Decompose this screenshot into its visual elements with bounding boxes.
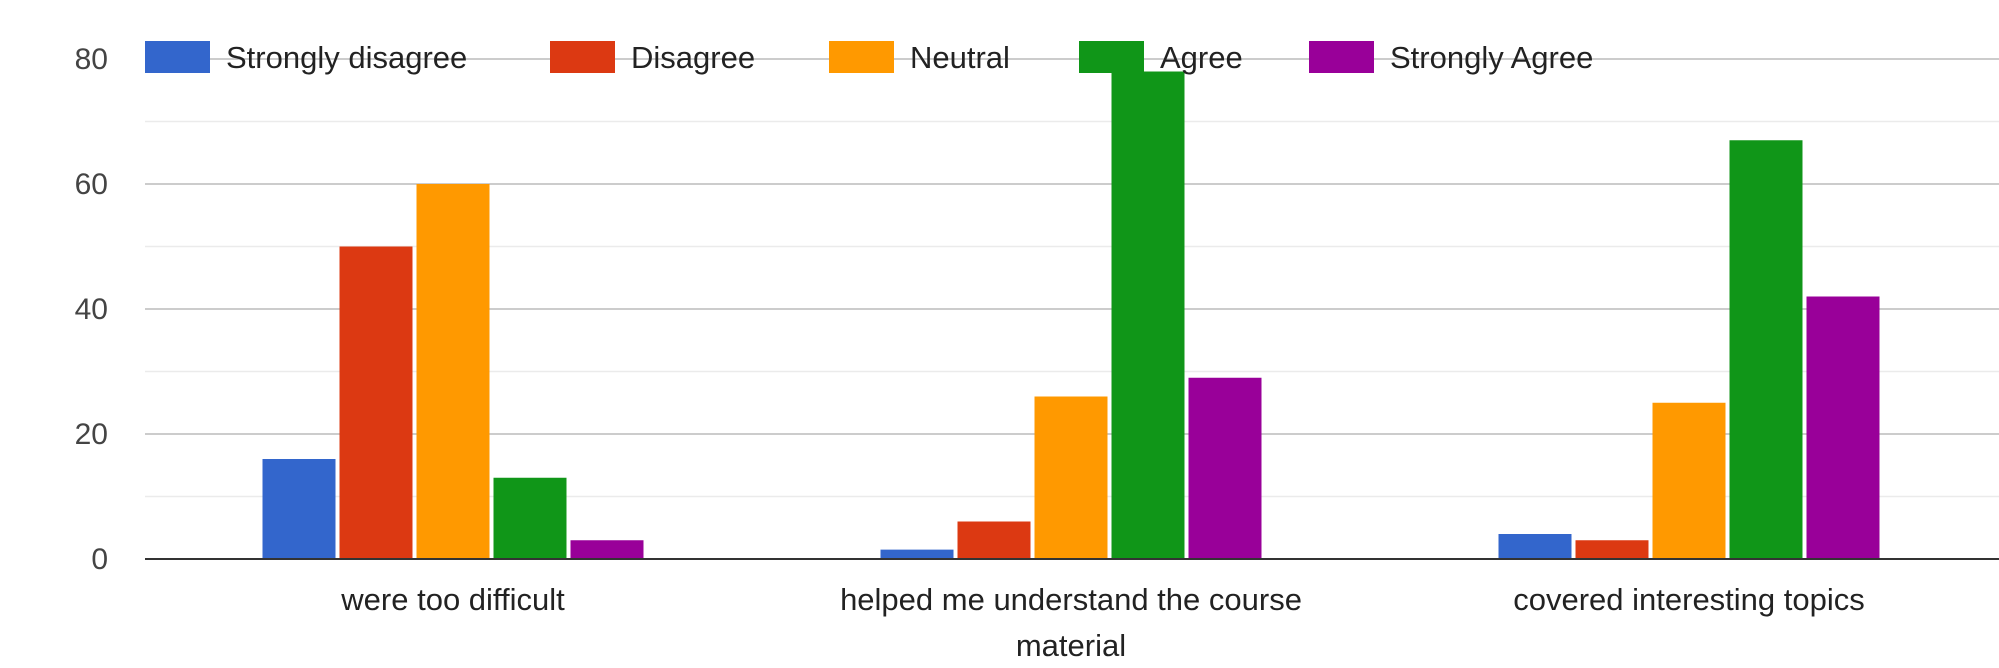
legend-label: Neutral — [910, 40, 1010, 75]
legend-label: Agree — [1160, 40, 1243, 75]
bar-agree — [493, 477, 567, 559]
legend-swatch — [1079, 41, 1144, 73]
bar-strongly-agree — [1806, 296, 1880, 559]
legend-label: Disagree — [631, 40, 755, 75]
bar-strongly-disagree — [1498, 534, 1572, 559]
bar-strongly-agree — [1188, 377, 1262, 559]
bar-neutral — [416, 184, 490, 559]
y-axis-ticks: 0 20 40 60 80 — [75, 43, 108, 576]
bar-strongly-disagree — [880, 549, 954, 559]
bar-strongly-disagree — [262, 459, 336, 559]
bar-agree — [1111, 71, 1185, 559]
legend-swatch — [1309, 41, 1374, 73]
bars — [262, 71, 1880, 559]
y-tick-label: 80 — [75, 43, 108, 76]
bar-neutral — [1652, 402, 1726, 559]
x-axis-category-labels: were too difficult helped me understand t… — [340, 582, 1864, 663]
legend-label: Strongly Agree — [1390, 40, 1593, 75]
y-tick-label: 60 — [75, 168, 108, 201]
x-category-label: were too difficult — [340, 582, 565, 617]
y-tick-label: 20 — [75, 418, 108, 451]
legend: Strongly disagree Disagree Neutral Agree Str… — [145, 40, 1593, 75]
x-category-label: helped me understand the course — [840, 582, 1302, 617]
bar-strongly-agree — [570, 540, 644, 559]
legend-swatch — [145, 41, 210, 73]
y-tick-label: 40 — [75, 293, 108, 326]
bar-disagree — [339, 246, 413, 559]
legend-swatch — [829, 41, 894, 73]
y-tick-label: 0 — [91, 543, 108, 576]
bar-disagree — [1575, 540, 1649, 559]
x-category-label: material — [1016, 628, 1126, 663]
bar-neutral — [1034, 396, 1108, 559]
x-category-label: covered interesting topics — [1513, 582, 1865, 617]
legend-label: Strongly disagree — [226, 40, 467, 75]
bar-agree — [1729, 140, 1803, 559]
legend-swatch — [550, 41, 615, 73]
bar-disagree — [957, 521, 1031, 559]
